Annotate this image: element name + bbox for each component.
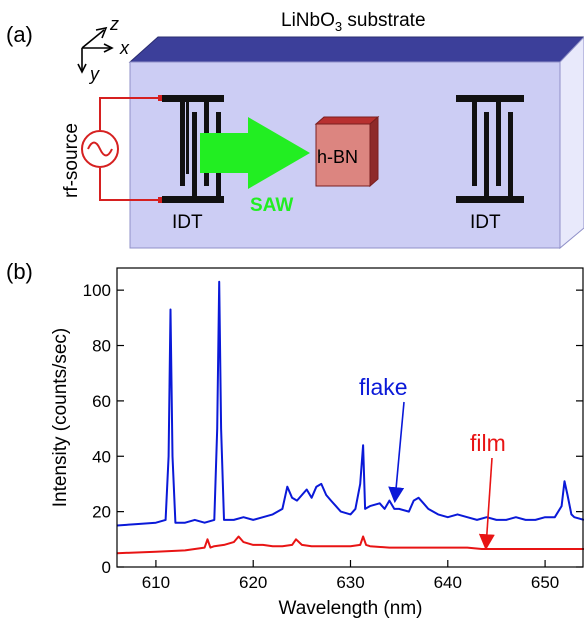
y-axis-label: Intensity (counts/sec)	[50, 328, 71, 508]
y-tick-label: 60	[92, 392, 111, 411]
x-tick-label: 640	[434, 573, 462, 592]
y-tick-label: 80	[92, 337, 111, 356]
y-tick-label: 0	[102, 558, 111, 577]
series-film-line	[116, 535, 584, 555]
rf-source-label: rf-source	[61, 123, 82, 198]
idt-left-label: IDT	[172, 212, 203, 233]
sine-wave-icon	[87, 141, 113, 157]
y-tick-label: 40	[92, 447, 111, 466]
substrate-label: LiNbO3 substrate	[281, 10, 426, 34]
idt-right	[456, 95, 524, 203]
panel-a-label: (a)	[6, 22, 33, 47]
panel-a: (a) z x y LiNbO3 substrate rf-source	[6, 10, 584, 250]
x-tick-label: 650	[531, 573, 559, 592]
idt-right-label: IDT	[470, 212, 501, 233]
film-annotation-arrow	[478, 457, 495, 551]
panel-b: (b) 610 620 630 640 650 0 20 40 60 80 100 Waveleng…	[6, 259, 584, 619]
x-axis-label: Wavelength (nm)	[279, 598, 423, 619]
x-tick-label: 630	[336, 573, 364, 592]
ticks-layer: 610 620 630 640 650 0 20 40 60 80 100	[83, 281, 583, 592]
hbn-front-face	[315, 123, 371, 187]
flake-annotation-arrow	[388, 401, 405, 504]
chart: 610 620 630 640 650 0 20 40 60 80 100 Wavelength (…	[50, 267, 584, 619]
rf-wiring	[99, 97, 162, 201]
hbn-side-face	[369, 115, 379, 188]
y-tick-label: 100	[83, 281, 111, 300]
flake-annotation: flake	[359, 374, 408, 400]
axis-z-label: z	[109, 14, 119, 34]
hbn-label: h-BN	[317, 147, 358, 167]
series-layer	[116, 280, 584, 555]
axis-y-label: y	[88, 64, 100, 84]
series-flake-line	[116, 280, 584, 527]
saw-label: SAW	[250, 195, 293, 216]
substrate-side-face	[559, 36, 584, 250]
panel-b-label: (b)	[6, 259, 33, 284]
substrate-top-face	[128, 36, 584, 63]
coordinate-axes-icon	[77, 26, 114, 74]
saw-arrow	[200, 117, 310, 189]
y-tick-label: 20	[92, 503, 111, 522]
hbn-top-face	[314, 116, 380, 125]
axis-x-label: x	[119, 38, 130, 58]
film-annotation: film	[470, 430, 506, 456]
x-tick-label: 610	[142, 573, 170, 592]
x-tick-label: 620	[239, 573, 267, 592]
